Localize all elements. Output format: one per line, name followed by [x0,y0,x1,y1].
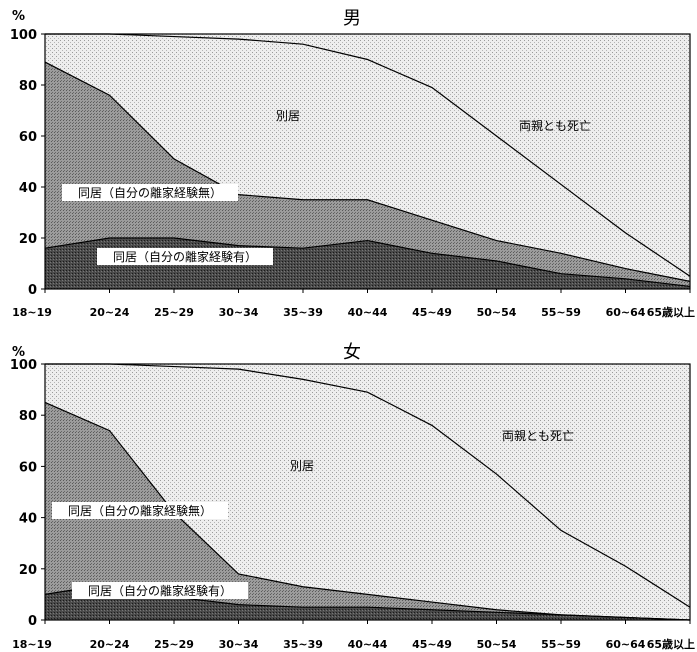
y-tick-label: 40 [19,181,37,196]
series-line-lh [44,237,691,288]
label-nolh: 同居（自分の離家経験無） [68,503,212,518]
x-tick-label: 40~44 [348,306,388,319]
chart-panel-male: 0 20 40 60 80 100 18~19 20~24 25~29 30~34 35~39 40~… [10,8,695,319]
label-separate: 別居 [276,109,300,123]
area-lh [45,584,690,620]
y-tick-label: 60 [19,130,37,145]
panel-title: 女 [343,342,361,363]
series-line-nolh [44,61,691,282]
area-nolh [45,402,690,620]
x-tick-label: 45~49 [412,638,452,651]
series-line-separate [45,33,691,277]
y-tick-label: 20 [19,563,37,578]
series-line-separate [45,363,691,608]
label-box-lh [97,248,273,265]
x-tick-label: 30~34 [219,638,259,651]
x-tick-label: 60~64 [606,306,646,319]
x-tick-label: 25~29 [154,638,194,651]
y-tick-label: 20 [19,232,37,247]
y-tick-label: 100 [10,28,37,43]
y-unit-label: % [12,345,25,360]
x-tick-label: 20~24 [90,306,130,319]
x-tick-label: 50~54 [477,638,517,651]
x-tick-label: 40~44 [348,638,388,651]
series-line-nolh [44,401,691,621]
y-tick-label: 80 [19,79,37,94]
x-tick-label: 30~34 [219,306,259,319]
x-tick-label: 25~29 [154,306,194,319]
x-tick-label: 35~39 [283,638,323,651]
y-tick-label: 100 [10,358,37,373]
y-tick-label: 0 [28,283,37,298]
x-tick-label: 65歳以上 [647,305,695,319]
label-nolh: 同居（自分の離家経験無） [78,185,222,200]
label-box-lh [72,582,248,599]
area-nolh [45,62,690,289]
chart-panel-female: 0 20 40 60 80 100 18~19 20~24 25~29 30~34 35~39 40~… [10,342,695,651]
x-tick-label: 18~19 [12,306,52,319]
x-tick-label: 55~59 [541,306,581,319]
panel-title: 男 [343,8,361,29]
x-tick-label: 35~39 [283,306,323,319]
x-tick-label: 50~54 [477,306,517,319]
label-lh: 同居（自分の離家経験有） [113,249,257,264]
label-lh: 同居（自分の離家経験有） [88,583,232,598]
label-dead: 両親とも死亡 [502,429,574,443]
y-tick-label: 80 [19,409,37,424]
y-tick-label: 60 [19,460,37,475]
label-separate: 別居 [290,459,314,473]
x-tick-label: 45~49 [412,306,452,319]
y-tick-label: 0 [28,614,37,629]
label-box-nolh [62,184,238,201]
label-dead: 両親とも死亡 [519,119,591,133]
x-tick-label: 55~59 [541,638,581,651]
y-unit-label: % [12,9,25,24]
x-tick-label: 65歳以上 [647,637,695,651]
y-tick-label: 40 [19,512,37,527]
label-box-nolh [52,502,228,519]
x-tick-label: 18~19 [12,638,52,651]
x-tick-label: 60~64 [606,638,646,651]
x-tick-label: 20~24 [90,638,130,651]
